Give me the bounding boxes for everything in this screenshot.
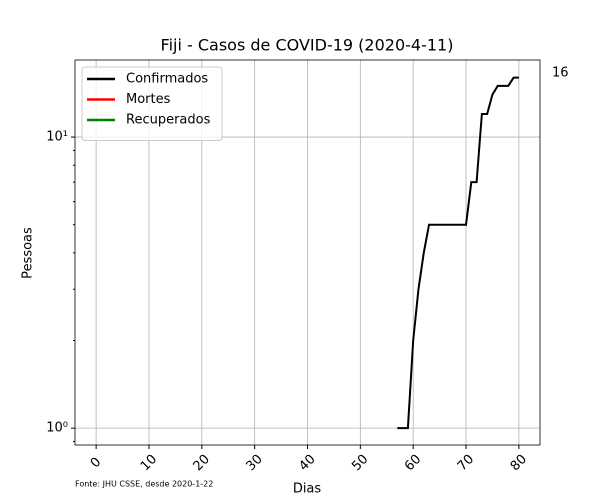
data-line (397, 76, 519, 430)
plot-frame (74, 59, 541, 446)
last-value-annotation: 16 (552, 66, 569, 81)
legend-label: Recuperados (126, 113, 211, 128)
legend-label: Mortes (126, 92, 171, 107)
legend-label: Confirmados (126, 72, 208, 87)
y-tick-label: 10¹ (46, 130, 68, 145)
x-axis-label: Dias (293, 482, 322, 497)
y-tick-label: 10⁰ (46, 421, 68, 436)
chart-title: Fiji - Casos de COVID-19 (2020-4-11) (161, 36, 454, 55)
y-axis-label: Pessoas (21, 227, 36, 279)
legend-box (81, 66, 223, 141)
source-note: Fonte: JHU CSSE, desde 2020-1-22 (75, 480, 213, 489)
